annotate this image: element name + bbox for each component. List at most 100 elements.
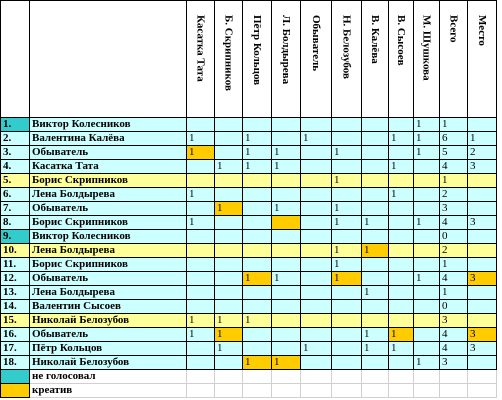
score-cell [389,244,414,258]
empty-cell [243,384,272,398]
score-cell [414,202,440,216]
score-cell: 1 [332,216,362,230]
score-cell: 1 [414,216,440,230]
score-cell: 1 [301,342,332,356]
empty-cell [414,370,440,384]
score-cell [468,174,497,188]
row-name: Николай Белозубов [30,314,187,328]
score-cell [301,356,332,370]
score-cell [272,230,301,244]
score-cell [414,300,440,314]
column-header: В. Сысоев [389,0,414,118]
score-cell: 1 [243,356,272,370]
empty-cell [187,384,215,398]
row-number: 11. [0,258,30,272]
score-cell: 4 [440,216,468,230]
row-number: 2. [0,132,30,146]
score-cell [272,216,301,230]
score-cell [332,300,362,314]
score-cell [332,286,362,300]
row-name: Пётр Кольцов [30,342,187,356]
column-header: Пётр Кольцов [243,0,272,118]
column-header: Обыватель [301,0,332,118]
score-cell [301,230,332,244]
row-name: Борис Скрипников [30,258,187,272]
column-header-text: Л. Болдырева [280,15,292,85]
score-cell: 3 [468,160,497,174]
score-cell [362,272,389,286]
score-cell [332,328,362,342]
score-cell [215,216,243,230]
score-cell [414,244,440,258]
score-cell [362,202,389,216]
score-cell: 1 [243,314,272,328]
score-cell: 4 [440,328,468,342]
column-header-text: Всего [447,15,460,43]
empty-cell [301,370,332,384]
score-cell [389,300,414,314]
score-cell [468,286,497,300]
score-cell [301,286,332,300]
score-cell [414,314,440,328]
score-cell [187,202,215,216]
score-cell [243,300,272,314]
score-cell [301,160,332,174]
score-cell: 2 [440,188,468,202]
score-cell [187,356,215,370]
score-cell: 1 [414,146,440,160]
row-name: Обыватель [30,328,187,342]
score-cell [414,328,440,342]
score-cell: 3 [468,328,497,342]
score-cell: 1 [332,174,362,188]
score-cell [187,286,215,300]
score-cell: 1 [389,188,414,202]
column-header: Место [468,0,497,118]
score-cell: 1 [440,258,468,272]
score-cell [272,132,301,146]
column-header: В. Калёва [362,0,389,118]
score-cell: 1 [389,342,414,356]
row-number: 14. [0,300,30,314]
score-cell [389,314,414,328]
column-header-text: Касатка Тата [194,15,207,82]
score-cell [332,356,362,370]
empty-cell [440,370,468,384]
column-header: М. Шушкова [414,0,440,118]
score-cell [272,244,301,258]
score-cell: 1 [332,258,362,272]
score-cell: 1 [187,132,215,146]
score-cell: 1 [243,132,272,146]
score-cell [468,314,497,328]
row-name: Лена Болдырева [30,286,187,300]
row-number: 18. [0,356,30,370]
row-name: Николай Белозубов [30,356,187,370]
score-cell [272,174,301,188]
score-cell: 1 [215,160,243,174]
score-cell [332,118,362,132]
row-name: Виктор Колесников [30,118,187,132]
score-cell: 1 [389,160,414,174]
score-cell: 1 [243,160,272,174]
score-cell [301,314,332,328]
empty-cell [362,384,389,398]
score-cell: 1 [440,174,468,188]
score-cell: 1 [332,202,362,216]
score-cell: 1 [362,342,389,356]
score-cell [414,258,440,272]
column-header: Касатка Тата [187,0,215,118]
row-number: 3. [0,146,30,160]
score-cell: 1 [362,328,389,342]
empty-cell [332,384,362,398]
score-cell [243,258,272,272]
score-cell [389,216,414,230]
row-number: 13. [0,286,30,300]
column-header-text: Пётр Кольцов [251,15,263,86]
score-cell [389,202,414,216]
score-cell [272,300,301,314]
score-cell: 1 [272,160,301,174]
legend-swatch [0,384,30,398]
empty-cell [272,384,301,398]
row-name: Обыватель [30,146,187,160]
score-cell [389,230,414,244]
